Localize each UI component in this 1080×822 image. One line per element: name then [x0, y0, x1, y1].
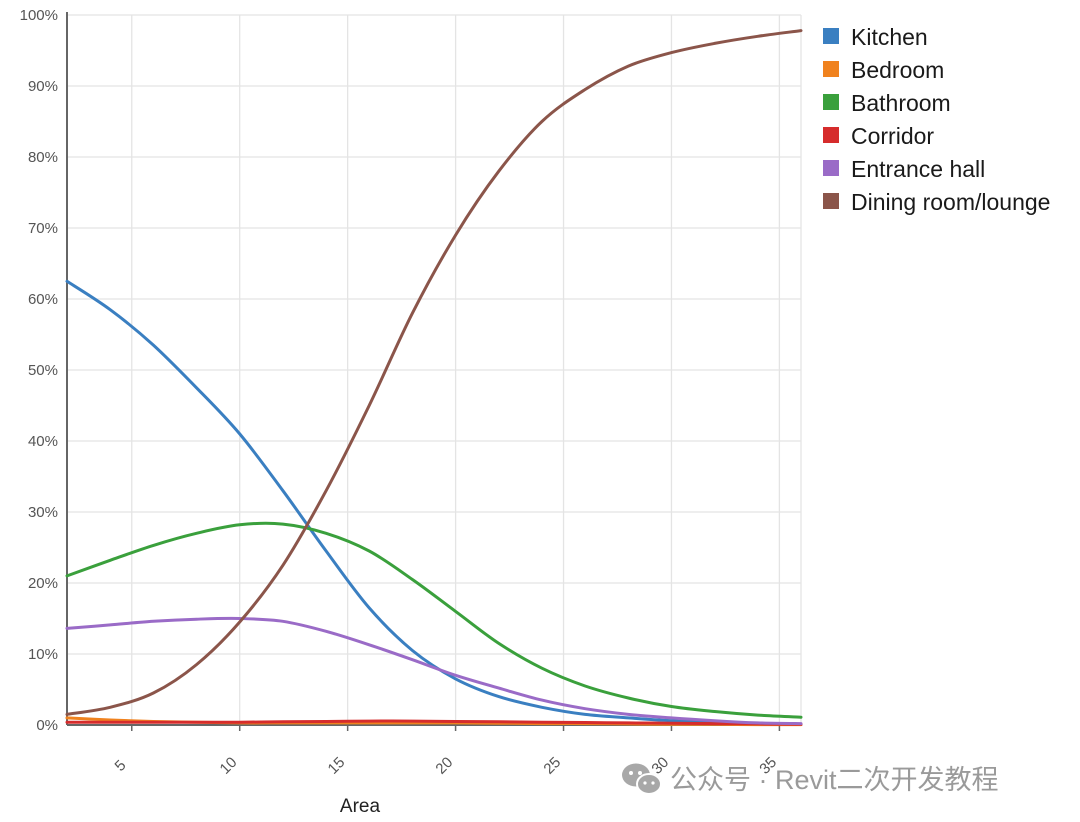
legend-label-bathroom: Bathroom	[851, 90, 951, 116]
gridlines	[67, 14, 802, 726]
y-tick-label: 100%	[20, 7, 58, 24]
axes: 0% 10% 20% 30% 40% 50% 60% 70% 80% 90% 100% 5 10 15 20…	[20, 7, 801, 778]
legend-label-corridor: Corridor	[851, 123, 934, 149]
series-line-bathroom	[65, 521, 803, 719]
x-tick-label: 20	[432, 754, 456, 778]
series-line-entrance-hall	[65, 616, 803, 726]
legend-swatch-kitchen	[823, 28, 839, 44]
x-tick-label: 5	[112, 757, 130, 775]
wechat-icon	[622, 763, 662, 795]
legend-swatch-bathroom	[823, 94, 839, 110]
legend-label-kitchen: Kitchen	[851, 24, 928, 50]
x-tick-label: 10	[217, 754, 241, 778]
x-tick-label: 25	[540, 754, 564, 778]
legend: Kitchen Bedroom Bathroom Corridor Entrance h…	[823, 24, 1050, 215]
y-tick-label: 50%	[28, 362, 58, 379]
y-tick-label: 30%	[28, 504, 58, 521]
series-lines	[65, 29, 803, 727]
x-axis-title: Area	[340, 796, 381, 817]
y-tick-label: 10%	[28, 646, 58, 663]
series-line-dining-room-lounge	[65, 29, 803, 716]
watermark: 公众号 · Revit二次开发教程	[622, 763, 999, 795]
legend-swatch-corridor	[823, 127, 839, 143]
legend-swatch-bedroom	[823, 61, 839, 77]
legend-label-dining-room-lounge: Dining room/lounge	[851, 189, 1050, 215]
y-tick-label: 20%	[28, 575, 58, 592]
x-tick-label: 15	[325, 754, 349, 778]
legend-swatch-dining-room-lounge	[823, 193, 839, 209]
y-tick-label: 40%	[28, 433, 58, 450]
legend-label-bedroom: Bedroom	[851, 57, 944, 83]
series-line-corridor	[65, 719, 803, 726]
y-tick-label: 0%	[36, 717, 58, 734]
y-tick-label: 80%	[28, 149, 58, 166]
series-line-kitchen	[65, 279, 803, 726]
legend-label-entrance-hall: Entrance hall	[851, 156, 985, 182]
y-tick-label: 90%	[28, 78, 58, 95]
legend-swatch-entrance-hall	[823, 160, 839, 176]
watermark-text: 公众号 · Revit二次开发教程	[670, 765, 999, 795]
y-tick-label: 60%	[28, 291, 58, 308]
y-tick-label: 70%	[28, 220, 58, 237]
